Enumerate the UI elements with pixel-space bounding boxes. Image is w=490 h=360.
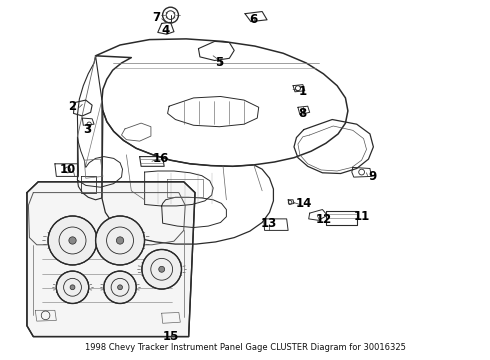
Text: 13: 13 [260, 217, 277, 230]
Circle shape [142, 249, 181, 289]
Circle shape [70, 285, 75, 290]
Text: 4: 4 [162, 24, 170, 37]
Text: 7: 7 [152, 11, 160, 24]
Text: 2: 2 [69, 100, 76, 113]
Text: 11: 11 [353, 210, 370, 222]
Text: 12: 12 [315, 213, 332, 226]
Circle shape [69, 237, 76, 244]
Text: 10: 10 [59, 163, 76, 176]
Circle shape [118, 285, 122, 290]
Text: 1998 Chevy Tracker Instrument Panel Gage CLUSTER Diagram for 30016325: 1998 Chevy Tracker Instrument Panel Gage… [85, 343, 405, 352]
Polygon shape [27, 182, 195, 337]
Circle shape [96, 216, 145, 265]
Text: 9: 9 [368, 170, 376, 183]
Text: 14: 14 [295, 197, 312, 210]
Text: 1: 1 [299, 85, 307, 98]
Text: 6: 6 [250, 13, 258, 26]
Text: 16: 16 [152, 152, 169, 165]
Text: 3: 3 [83, 123, 91, 136]
Text: 5: 5 [216, 57, 223, 69]
Text: 8: 8 [299, 107, 307, 120]
Circle shape [159, 266, 165, 272]
Circle shape [56, 271, 89, 303]
Text: 15: 15 [162, 330, 179, 343]
Circle shape [117, 237, 123, 244]
Circle shape [104, 271, 136, 303]
Circle shape [48, 216, 97, 265]
